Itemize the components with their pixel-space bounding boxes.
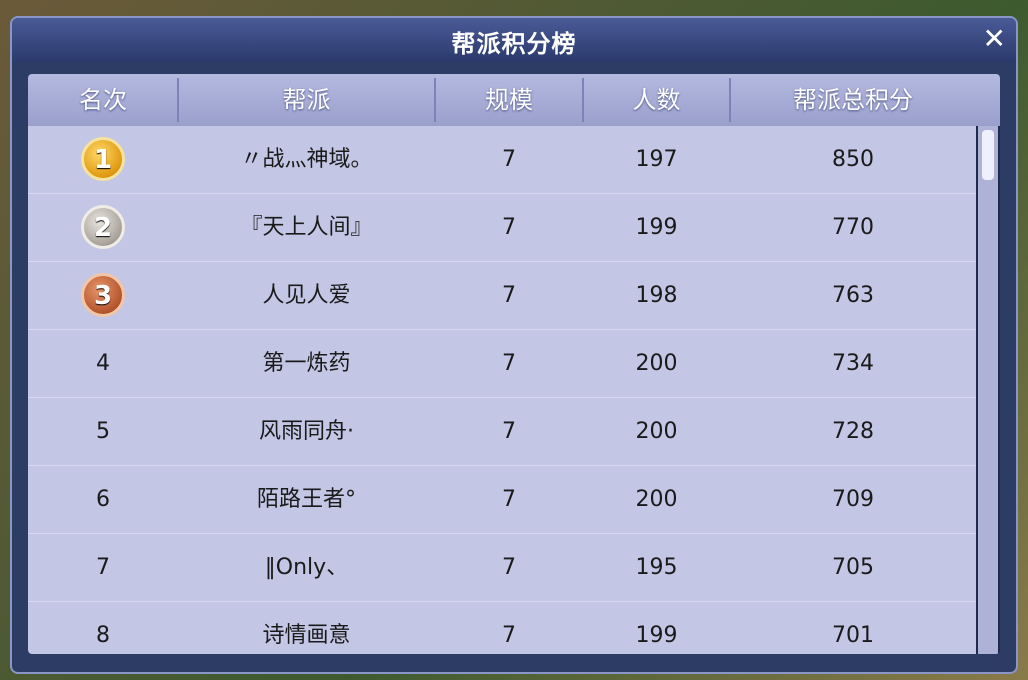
column-header: 规模: [485, 86, 533, 114]
rank: 4: [96, 351, 110, 376]
cell-value: 200: [635, 351, 678, 376]
table-row[interactable]: 7 ‖Only、 7 195 705: [28, 534, 976, 602]
column-header: 人数: [632, 86, 681, 114]
cell-value: 7: [502, 555, 516, 580]
guild-name: 陌路王者°: [256, 487, 356, 512]
cell-value: 7: [502, 283, 516, 308]
ranking-panel: 帮派积分榜 ✕ 名次 帮派 规模 人数 帮派总积分 1 〃战灬神域。 7 197 850 2 『天上…: [10, 16, 1018, 674]
cell-value: 7: [502, 419, 516, 444]
guild-name: ‖Only、: [264, 555, 349, 580]
table: 名次 帮派 规模 人数 帮派总积分 1 〃战灬神域。 7 197 850 2 『天上人间』 7 199 7…: [28, 74, 1000, 654]
column-separator: [729, 78, 731, 122]
cell-value: 734: [832, 351, 874, 376]
table-row[interactable]: 5 风雨同舟· 7 200 728: [28, 398, 976, 466]
panel-title: 帮派积分榜: [451, 30, 577, 58]
cell-value: 199: [635, 215, 678, 240]
column-header: 帮派总积分: [793, 86, 913, 114]
cell-value: 728: [832, 419, 874, 444]
table-row[interactable]: 6 陌路王者° 7 200 709: [28, 466, 976, 534]
rank: 6: [96, 487, 110, 512]
cell-value: 7: [502, 351, 516, 376]
cell-value: 199: [635, 623, 678, 648]
cell-value: 198: [635, 283, 678, 308]
rank-medal: 3: [81, 273, 125, 317]
rank-medal: 2: [81, 205, 125, 249]
cell-value: 850: [832, 147, 874, 172]
column-separator: [582, 78, 584, 122]
table-row[interactable]: 3 人见人爱 7 198 763: [28, 262, 976, 330]
guild-name: 诗情画意: [262, 623, 351, 648]
cell-value: 7: [502, 623, 516, 648]
cell-value: 195: [635, 555, 678, 580]
rank: 7: [96, 555, 110, 580]
table-row[interactable]: 2 『天上人间』 7 199 770: [28, 194, 976, 262]
table-row[interactable]: 4 第一炼药 7 200 734: [28, 330, 976, 398]
title-bar: 帮派积分榜 ✕: [12, 18, 1016, 62]
rank: 8: [96, 623, 110, 648]
guild-name: 风雨同舟·: [259, 419, 354, 444]
cell-value: 7: [502, 215, 516, 240]
cell-value: 200: [635, 487, 678, 512]
column-separator: [434, 78, 436, 122]
cell-value: 7: [502, 147, 516, 172]
cell-value: 770: [832, 215, 874, 240]
scrollbar[interactable]: [978, 126, 998, 654]
guild-name: 『天上人间』: [240, 215, 373, 240]
guild-name: 人见人爱: [262, 283, 351, 308]
column-separator: [177, 78, 179, 122]
cell-value: 709: [832, 487, 874, 512]
table-header: 名次 帮派 规模 人数 帮派总积分: [28, 74, 1000, 126]
guild-name: 〃战灬神域。: [240, 147, 373, 172]
column-header: 帮派: [282, 86, 331, 114]
scroll-thumb[interactable]: [982, 130, 994, 180]
cell-value: 197: [635, 147, 678, 172]
rank-medal: 1: [81, 137, 125, 181]
cell-value: 701: [832, 623, 874, 648]
table-row[interactable]: 1 〃战灬神域。 7 197 850: [28, 126, 976, 194]
cell-value: 763: [832, 283, 874, 308]
table-row[interactable]: 8 诗情画意 7 199 701: [28, 602, 976, 654]
cell-value: 705: [832, 555, 874, 580]
guild-name: 第一炼药: [262, 351, 351, 376]
column-header: 名次: [79, 86, 127, 114]
close-button[interactable]: ✕: [982, 22, 1006, 55]
table-body: 1 〃战灬神域。 7 197 850 2 『天上人间』 7 199 770 3 人见人爱 7 198 763…: [28, 126, 976, 654]
rank: 5: [96, 419, 110, 444]
cell-value: 7: [502, 487, 516, 512]
cell-value: 200: [635, 419, 678, 444]
